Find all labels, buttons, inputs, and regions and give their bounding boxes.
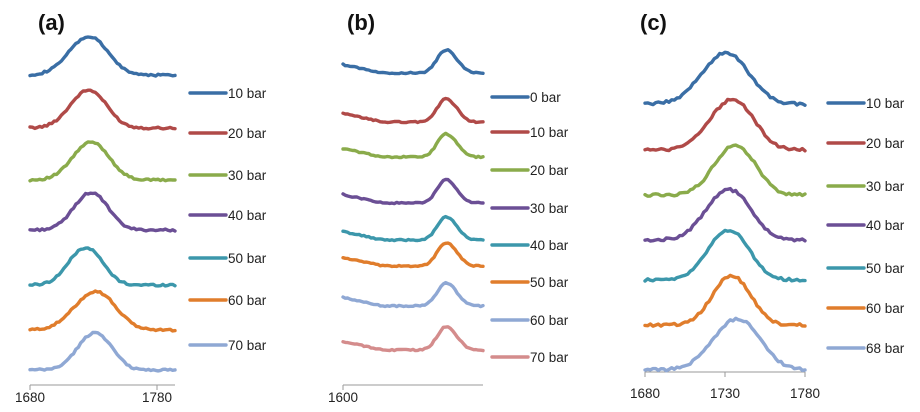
panel-a: (a) 1680 1780 10 bar 20 bar 30 bar 40 bar 50 ba… — [15, 10, 267, 405]
series-line — [341, 131, 485, 160]
legend-label: 60 bar — [866, 301, 905, 316]
legend-label: 70 bar — [530, 350, 569, 365]
panel-label: (c) — [640, 10, 667, 35]
x-tick-label: 1600 — [328, 390, 358, 405]
panel-label: (b) — [347, 10, 375, 35]
legend-label: 0 bar — [530, 90, 561, 105]
legend-label: 30 bar — [530, 201, 569, 216]
x-tick-label: 1780 — [790, 386, 820, 401]
series-line — [341, 177, 485, 206]
legend-label: 50 bar — [530, 275, 569, 290]
panel-b: (b) 1600 0 bar 10 bar 20 bar 30 bar 40 bar 50 b… — [328, 10, 569, 405]
legend-label: 10 bar — [530, 125, 569, 140]
panel-c: (c) 1680 1730 1780 10 bar 20 bar 30 bar 40 bar 5… — [630, 10, 905, 401]
x-tick-label: 1730 — [710, 386, 740, 401]
legend-label: 50 bar — [866, 261, 905, 276]
legend-label: 20 bar — [228, 126, 267, 141]
legend-label: 40 bar — [530, 238, 569, 253]
series-line — [28, 246, 177, 288]
series-line — [341, 280, 485, 309]
series-line — [341, 325, 485, 353]
x-tick-label: 1780 — [142, 390, 172, 405]
legend-label: 40 bar — [228, 208, 267, 223]
legend-label: 30 bar — [228, 168, 267, 183]
series-line — [28, 191, 177, 233]
series-line — [28, 330, 177, 373]
series-line — [643, 97, 807, 153]
legend-label: 50 bar — [228, 251, 267, 266]
panel-label: (a) — [38, 10, 65, 35]
series-line — [28, 35, 177, 78]
x-tick-label: 1680 — [630, 386, 660, 401]
series-line — [28, 289, 177, 333]
legend-label: 70 bar — [228, 338, 267, 353]
legend-label: 68 bar — [866, 341, 905, 356]
legend-label: 10 bar — [228, 86, 267, 101]
series-line — [341, 241, 485, 269]
series-line — [643, 228, 807, 283]
legend-label: 60 bar — [530, 313, 569, 328]
legend-label: 20 bar — [530, 163, 569, 178]
series-line — [643, 143, 807, 198]
series-line — [28, 140, 177, 183]
legend-label: 30 bar — [866, 179, 905, 194]
legend-label: 20 bar — [866, 136, 905, 151]
legend-label: 60 bar — [228, 293, 267, 308]
series-line — [28, 88, 177, 131]
series-line — [643, 316, 807, 373]
legend-label: 10 bar — [866, 96, 905, 111]
series-line — [341, 214, 485, 243]
series-line — [643, 186, 807, 243]
series-line — [341, 96, 485, 125]
legend-label: 40 bar — [866, 218, 905, 233]
series-line — [341, 48, 485, 76]
x-tick-label: 1680 — [15, 390, 45, 405]
series-line — [643, 273, 807, 328]
series-line — [643, 50, 807, 107]
